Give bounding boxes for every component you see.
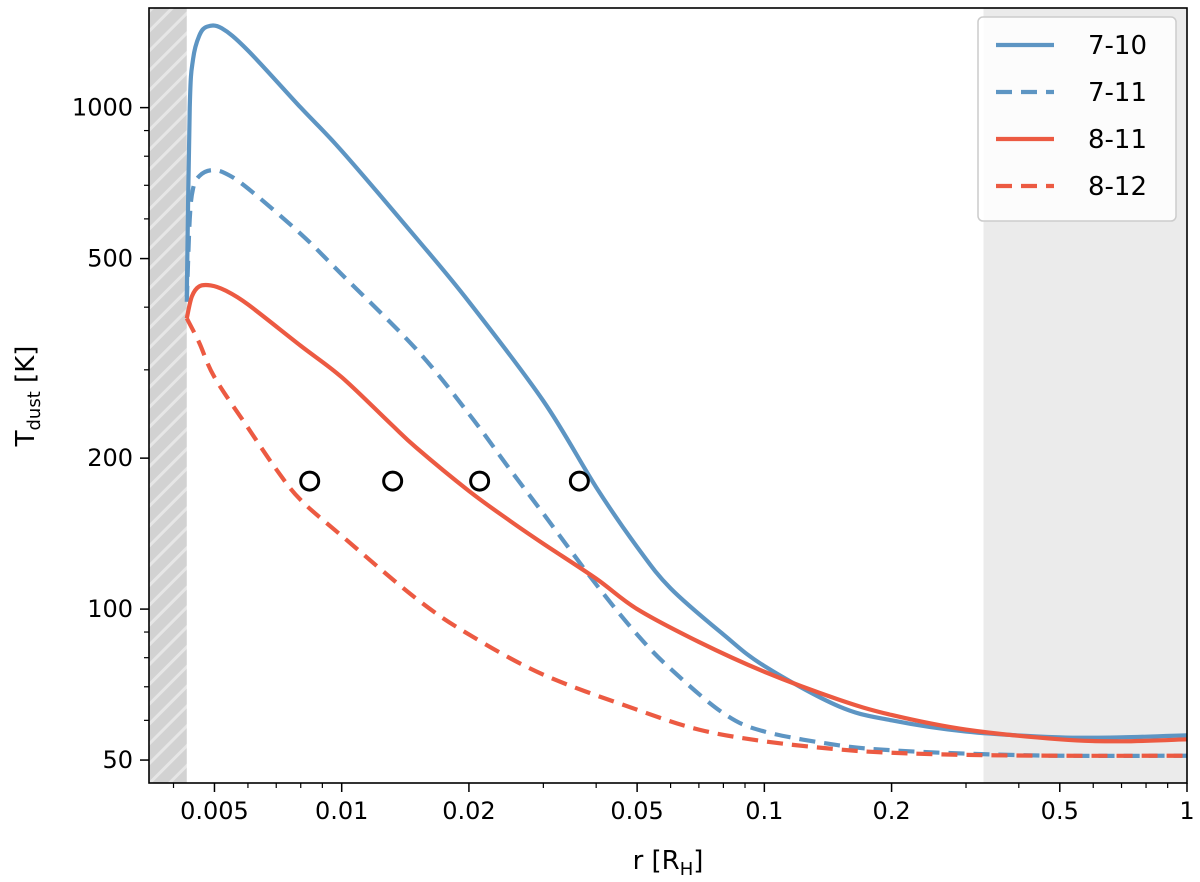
x-tick-label: 0.005	[180, 797, 249, 825]
x-tick-label: 0.2	[872, 797, 910, 825]
y-tick-label: 100	[87, 595, 133, 623]
x-tick-label: 0.1	[745, 797, 783, 825]
plot-frame	[148, 7, 1188, 784]
x-axis-ticks: 0.005 0.01 0.02 0.05 0.1 0.2 0.5 1	[172, 783, 1195, 825]
marker-point	[568, 470, 590, 492]
x-tick-label: 0.01	[315, 797, 368, 825]
x-axis-label: r [RH]	[633, 846, 704, 880]
marker-point	[382, 470, 404, 492]
series-line-7-10	[184, 23, 1187, 740]
marker-point	[299, 470, 321, 492]
series-line-8-12	[184, 317, 1187, 758]
x-tick-label: 0.02	[442, 797, 495, 825]
marker-points	[299, 470, 590, 492]
marker-point	[469, 470, 491, 492]
legend-label: 8-11	[1088, 125, 1147, 155]
y-axis-label: Tdust [K]	[11, 346, 45, 448]
legend-label: 7-11	[1088, 78, 1147, 108]
x-tick-label: 0.5	[1041, 797, 1079, 825]
y-tick-label: 1000	[72, 94, 133, 122]
y-tick-label: 500	[87, 245, 133, 273]
x-tick-label: 1	[1179, 797, 1194, 825]
y-axis-ticks: 50 100 200 500 1000	[72, 94, 149, 774]
legend-label: 8-12	[1088, 172, 1147, 202]
y-tick-label: 50	[102, 746, 133, 774]
excluded-region-hatched	[149, 8, 187, 783]
y-tick-label: 200	[87, 444, 133, 472]
series-lines	[184, 23, 1187, 758]
legend: 7-10 7-11 8-11 8-12	[977, 16, 1177, 222]
legend-box	[977, 16, 1177, 222]
series-line-7-11	[184, 167, 1187, 758]
series-line-8-11	[184, 282, 1187, 744]
legend-label: 7-10	[1088, 31, 1147, 61]
x-tick-label: 0.05	[610, 797, 663, 825]
